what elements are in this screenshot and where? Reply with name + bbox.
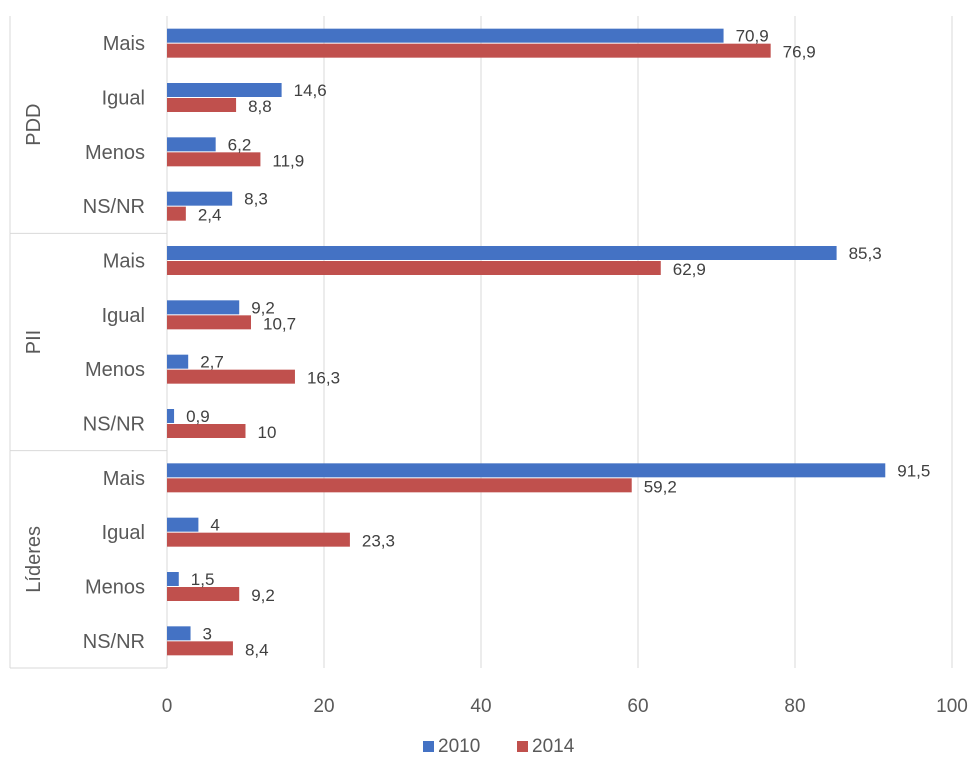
category-label: Igual	[102, 305, 145, 327]
data-label-2010: 6,2	[228, 135, 252, 154]
category-label: Mais	[103, 468, 145, 490]
category-labels: Mais Igual Menos NS/NR Mais Igual Menos NS/NR Ma…	[83, 33, 145, 653]
bar-2010	[167, 191, 233, 206]
legend: 2010 2014	[423, 736, 575, 757]
x-tick-label: 80	[784, 696, 805, 717]
group-label: PDD	[23, 104, 45, 146]
bar-2014	[167, 369, 295, 384]
category-label: NS/NR	[83, 414, 145, 436]
bar-2010	[167, 246, 837, 260]
group-labels: PDD PII Líderes	[23, 104, 45, 593]
bar-2010	[167, 354, 189, 369]
bar-2010	[167, 83, 282, 97]
category-label: Menos	[85, 577, 145, 599]
data-label-2014: 16,3	[307, 369, 340, 388]
bar-2010	[167, 409, 175, 423]
x-tick-labels: 0 20 40 60 80 100	[162, 696, 968, 717]
bar-2010	[167, 463, 886, 478]
bar-2010	[167, 300, 240, 315]
x-tick-label: 20	[313, 696, 334, 717]
bar-2010	[167, 572, 179, 586]
data-label-2010: 3	[203, 624, 212, 643]
bar-2014	[167, 206, 186, 221]
bar-2010	[167, 517, 199, 532]
data-labels: 70,976,914,68,86,211,98,32,485,362,99,21…	[186, 27, 930, 660]
data-label-2010: 85,3	[849, 244, 882, 263]
data-label-2014: 62,9	[673, 260, 706, 279]
data-label-2014: 9,2	[251, 586, 275, 605]
data-label-2014: 2,4	[198, 206, 222, 225]
x-tick-label: 0	[162, 696, 173, 717]
data-label-2010: 70,9	[736, 27, 769, 46]
x-tick-label: 100	[936, 696, 968, 717]
data-label-2010: 1,5	[191, 570, 215, 589]
data-label-2014: 76,9	[783, 43, 816, 62]
legend-label-2010: 2010	[438, 736, 480, 757]
legend-label-2014: 2014	[532, 736, 575, 757]
bar-2014	[167, 587, 240, 601]
category-label: Menos	[85, 359, 145, 381]
category-label: NS/NR	[83, 196, 145, 218]
legend-swatch-2014	[517, 741, 528, 752]
bar-2014	[167, 98, 237, 112]
data-label-2010: 2,7	[200, 353, 224, 372]
category-label: Mais	[103, 33, 145, 55]
data-label-2010: 4	[210, 516, 219, 535]
group-label: Líderes	[23, 526, 45, 593]
category-label: Mais	[103, 251, 145, 273]
data-label-2010: 9,2	[251, 298, 275, 317]
gridlines	[166, 16, 953, 668]
bar-2010	[167, 28, 724, 43]
category-label: Igual	[102, 88, 145, 110]
bar-2014	[167, 641, 233, 656]
data-label-2010: 14,6	[294, 81, 327, 100]
x-tick-label: 40	[470, 696, 491, 717]
data-label-2010: 91,5	[897, 461, 930, 480]
bar-2014	[167, 43, 771, 58]
data-label-2014: 10,7	[263, 314, 296, 333]
data-label-2014: 59,2	[644, 477, 677, 496]
x-tick-label: 60	[627, 696, 648, 717]
data-label-2014: 23,3	[362, 532, 395, 551]
category-label: Menos	[85, 142, 145, 164]
data-label-2010: 0,9	[186, 407, 210, 426]
legend-swatch-2010	[423, 741, 434, 752]
data-label-2014: 8,4	[245, 640, 269, 659]
bar-2014	[167, 424, 246, 438]
bar-2014	[167, 261, 661, 275]
data-label-2014: 11,9	[272, 151, 304, 170]
category-label: NS/NR	[83, 631, 145, 653]
bar-2014	[167, 152, 261, 167]
bar-2014	[167, 532, 350, 547]
bar-2010	[167, 626, 191, 641]
data-label-2014: 8,8	[248, 97, 272, 116]
data-label-2014: 10	[258, 423, 277, 442]
axis-lines	[9, 16, 168, 669]
group-label: PII	[23, 330, 45, 354]
data-label-2010: 8,3	[244, 190, 268, 209]
category-label: Igual	[102, 522, 145, 544]
bars	[167, 28, 886, 656]
bar-2014	[167, 315, 251, 330]
bar-2014	[167, 478, 632, 493]
bar-2010	[167, 137, 216, 152]
